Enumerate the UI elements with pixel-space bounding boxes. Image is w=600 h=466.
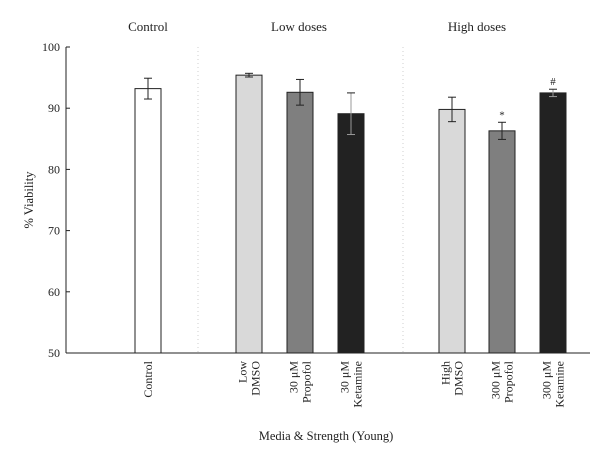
x-category-label: 300 μM	[489, 361, 503, 399]
x-axis-category-labels: Control Low DMSO 30 μM Propofol 30 μM Ketamine…	[141, 360, 567, 407]
error-bar	[549, 88, 557, 98]
y-tick-label: 80	[48, 162, 60, 176]
x-category-label: 30 μM	[338, 361, 352, 393]
y-tick-label: 100	[42, 40, 60, 54]
axes	[65, 47, 590, 354]
error-bar	[245, 72, 253, 78]
x-category-label: Propofol	[502, 360, 516, 403]
y-axis-ticks: 50 60 70 80 90 100	[42, 40, 70, 360]
x-category-label: Ketamine	[351, 361, 365, 408]
y-axis-title: % Viability	[22, 171, 36, 229]
error-bar	[347, 92, 355, 136]
error-bar	[498, 121, 506, 140]
x-category-label: Propofol	[300, 360, 314, 403]
x-category-label: Ketamine	[553, 361, 567, 408]
bar	[286, 91, 314, 354]
y-tick-label: 60	[48, 285, 60, 299]
y-tick: 90	[48, 101, 70, 115]
error-bar	[144, 77, 152, 100]
group-dividers	[197, 47, 404, 353]
significance-mark: *	[499, 109, 505, 121]
significance-marks: *#	[499, 76, 556, 121]
y-tick: 60	[48, 285, 70, 299]
y-tick-label: 50	[48, 346, 60, 360]
y-tick: 50	[48, 346, 70, 360]
x-axis-title: Media & Strength (Young)	[259, 429, 394, 443]
bar	[337, 113, 365, 354]
bar	[539, 92, 567, 354]
error-bar	[448, 96, 456, 123]
y-tick: 70	[48, 224, 70, 238]
group-labels: Control Low doses High doses	[128, 19, 506, 34]
significance-mark: #	[550, 76, 556, 88]
group-label: Control	[128, 19, 168, 34]
x-category-label: Low	[236, 361, 250, 383]
bar	[235, 74, 263, 354]
x-category-label: Control	[141, 360, 155, 397]
bar	[438, 108, 466, 354]
group-label: Low doses	[271, 19, 327, 34]
bars	[134, 74, 567, 354]
error-bars	[144, 72, 557, 140]
x-category-label: DMSO	[452, 361, 466, 396]
bar	[134, 88, 162, 354]
y-tick: 80	[48, 162, 70, 176]
y-tick-label: 90	[48, 101, 60, 115]
x-category-label: High	[439, 361, 453, 385]
bar	[488, 130, 516, 354]
y-tick-label: 70	[48, 224, 60, 238]
group-label: High doses	[448, 19, 506, 34]
x-category-label: 300 μM	[540, 361, 554, 399]
x-category-label: DMSO	[249, 361, 263, 396]
y-tick: 100	[42, 40, 70, 54]
error-bar	[296, 78, 304, 106]
x-category-label: 30 μM	[287, 361, 301, 393]
